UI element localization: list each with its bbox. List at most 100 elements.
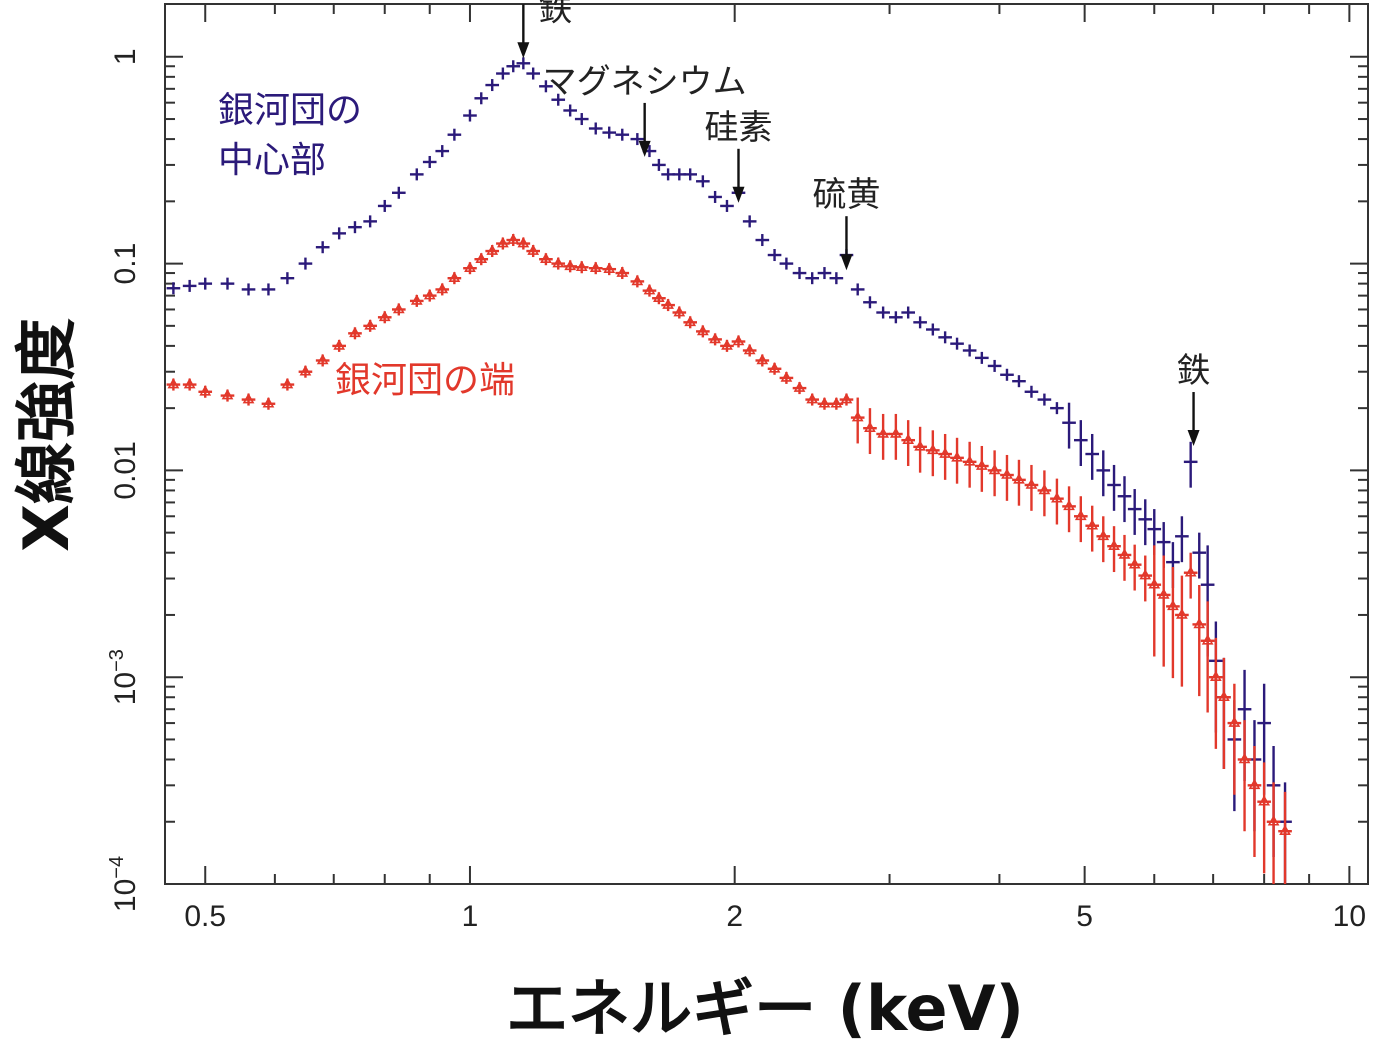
data-point — [721, 339, 733, 350]
data-point — [975, 459, 988, 470]
data-point — [589, 261, 602, 272]
y-tick-label: 10−4 — [106, 856, 142, 912]
y-tick-label: 0.1 — [109, 243, 142, 285]
y-tick-labels: 1 0.1 0.01 10−3 10−4 — [106, 48, 142, 912]
data-point — [507, 233, 520, 244]
data-point — [281, 377, 294, 389]
data-point — [643, 284, 656, 295]
data-point — [743, 343, 756, 355]
data-point — [464, 261, 476, 272]
annotation-arrow-head — [732, 186, 745, 203]
data-point — [988, 463, 1001, 475]
series-center — [166, 57, 1292, 884]
data-point — [1218, 690, 1230, 702]
data-point — [242, 392, 255, 404]
series-label: 中心部 — [218, 140, 326, 181]
data-point — [1097, 529, 1110, 541]
data-point — [1193, 617, 1206, 629]
data-point — [183, 377, 196, 389]
annotation-arrow-head — [1187, 430, 1200, 447]
plot-frame — [164, 3, 1369, 885]
data-point — [902, 433, 915, 444]
x-tick-label: 1 — [462, 900, 479, 933]
data-point — [349, 326, 361, 338]
x-tick-label: 5 — [1076, 900, 1093, 933]
annotation-label: 鉄 — [1177, 351, 1211, 391]
data-point — [410, 294, 423, 305]
data-point — [951, 451, 963, 462]
data-point — [709, 332, 721, 344]
data-point — [914, 440, 926, 451]
data-point — [926, 443, 939, 455]
y-tick-label: 0.01 — [109, 441, 142, 499]
data-point — [603, 262, 616, 273]
data-point — [1051, 492, 1063, 503]
data-point — [423, 288, 436, 300]
axis-ticks — [165, 4, 1368, 885]
data-point — [1086, 519, 1099, 530]
data-point — [851, 410, 864, 422]
data-point — [840, 392, 853, 404]
data-point — [1038, 483, 1051, 495]
data-point — [540, 252, 552, 264]
data-point — [333, 339, 346, 350]
data-point — [1248, 778, 1261, 790]
annotation-arrow-head — [517, 42, 530, 59]
data-point — [830, 397, 843, 408]
data-point — [1128, 558, 1141, 569]
data-point — [1025, 478, 1038, 489]
annotation-label: マグネシウム — [543, 62, 747, 102]
annotation-label: 硅素 — [704, 108, 772, 148]
data-point — [1167, 599, 1179, 611]
x-tick-label: 2 — [726, 900, 743, 933]
data-point — [436, 282, 449, 294]
data-point — [732, 334, 745, 346]
data-point — [262, 397, 275, 408]
y-axis-title: X線強度 — [10, 318, 83, 552]
data-point — [1157, 588, 1170, 599]
data-point — [1118, 548, 1131, 559]
data-point — [1176, 608, 1188, 619]
data-point — [1267, 815, 1280, 826]
data-point — [1209, 670, 1222, 681]
annotation-label: 硫黄 — [812, 175, 880, 215]
data-point — [1238, 752, 1251, 764]
data-point — [475, 252, 488, 264]
data-point — [616, 266, 629, 277]
data-point — [1013, 473, 1025, 484]
y-tick-label: 1 — [109, 48, 142, 65]
data-point — [448, 271, 461, 282]
data-point — [392, 302, 405, 314]
data-point — [806, 392, 819, 404]
data-point — [963, 455, 976, 466]
data-point — [1148, 578, 1161, 589]
data-point — [864, 421, 876, 432]
x-tick-label: 10 — [1333, 900, 1366, 933]
data-point — [818, 397, 831, 408]
data-point — [364, 319, 377, 330]
data-point — [552, 256, 565, 268]
x-tick-label: 0.5 — [184, 900, 226, 933]
data-point — [1074, 509, 1087, 521]
data-point — [1139, 568, 1152, 580]
data-point — [1279, 824, 1291, 836]
data-point — [564, 259, 577, 271]
data-point — [673, 305, 686, 317]
data-point — [793, 381, 806, 392]
data-point — [199, 385, 212, 396]
data-point — [527, 244, 540, 255]
data-point — [780, 371, 793, 382]
data-point — [631, 274, 644, 286]
data-point — [575, 260, 588, 272]
data-point — [662, 298, 674, 309]
data-point — [1201, 634, 1214, 645]
data-point — [756, 353, 769, 365]
series-outskirts — [166, 233, 1292, 884]
data-point — [486, 244, 499, 255]
data-point — [221, 388, 234, 400]
x-tick-labels: 0.5 1 2 5 10 — [184, 900, 1366, 933]
data-point — [939, 447, 951, 458]
